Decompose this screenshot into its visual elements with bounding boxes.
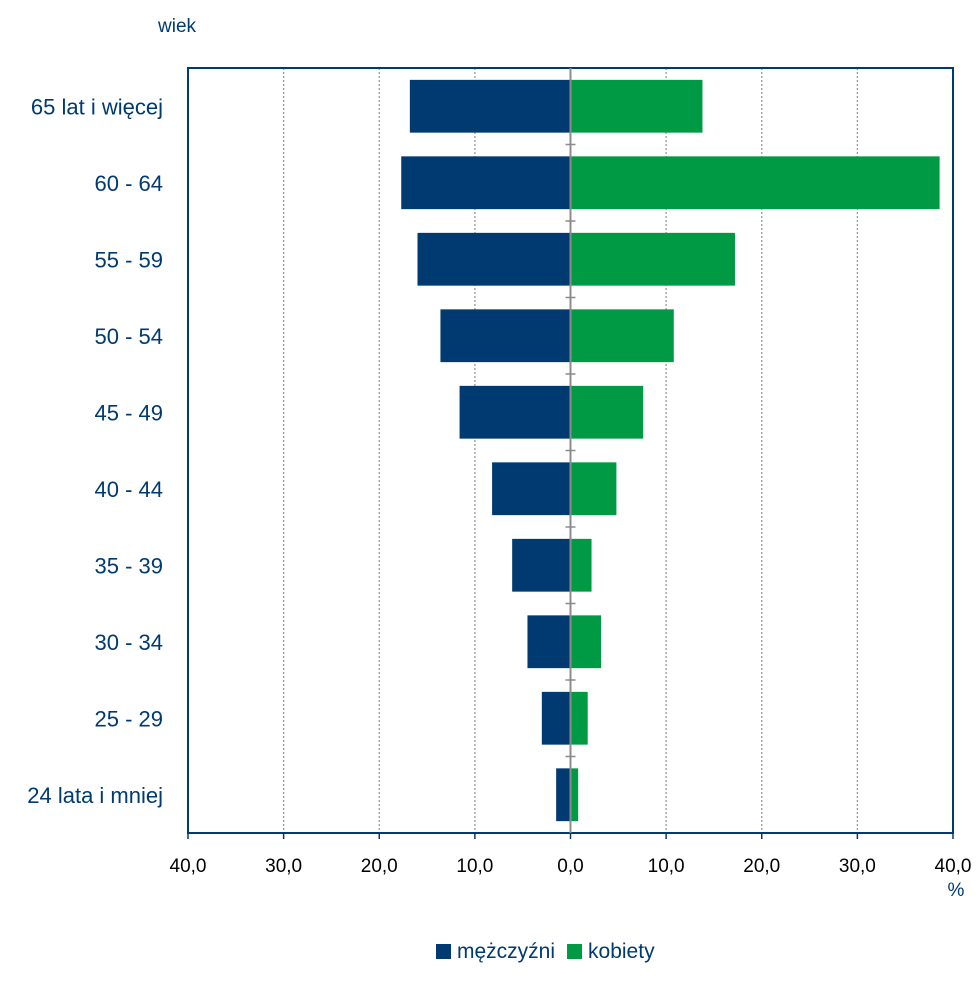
category-label: 65 lat i więcej: [31, 94, 163, 119]
bars: [401, 79, 940, 822]
bar-men-3: [440, 309, 571, 363]
bar-women-4: [570, 385, 644, 439]
x-tick-labels: 40,0 30,0 20,0 10,0 0,0 10,0 20,0 30,0 40,0: [170, 856, 972, 877]
x-tick-label: 0,0: [557, 856, 583, 877]
bar-women-2: [570, 232, 735, 286]
category-labels: 65 lat i więcej 60 - 64 55 - 59 50 - 54 45 -…: [27, 94, 163, 808]
bar-women-7: [570, 615, 602, 669]
category-label: 40 - 44: [95, 477, 164, 502]
bar-women-5: [570, 462, 617, 516]
legend-swatch: [436, 944, 451, 959]
x-tick-label: 40,0: [935, 856, 972, 877]
bar-women-0: [570, 79, 703, 133]
bar-men-1: [401, 156, 571, 210]
category-label: 55 - 59: [95, 247, 164, 272]
x-tick-label: 30,0: [265, 856, 302, 877]
bar-women-8: [570, 691, 588, 745]
category-label: 35 - 39: [95, 553, 164, 578]
category-label: 50 - 54: [95, 324, 164, 349]
bar-men-5: [492, 462, 571, 516]
bar-men-2: [417, 232, 571, 286]
bar-men-7: [527, 615, 571, 669]
bar-men-4: [459, 385, 571, 439]
x-tick-label: 10,0: [456, 856, 493, 877]
x-tick-label: 20,0: [743, 856, 780, 877]
category-label: 60 - 64: [95, 171, 164, 196]
bar-women-9: [570, 768, 579, 822]
category-label: 30 - 34: [95, 630, 164, 655]
gridlines: [282, 68, 859, 833]
bar-men-9: [556, 768, 571, 822]
y-axis-title: wiek: [157, 16, 197, 37]
x-tick-label: 40,0: [170, 856, 207, 877]
bar-men-8: [541, 691, 571, 745]
x-axis-unit: %: [948, 880, 965, 901]
bar-men-0: [409, 79, 571, 133]
x-tick-label: 10,0: [648, 856, 685, 877]
bar-women-1: [570, 156, 940, 210]
bar-men-6: [512, 538, 571, 592]
category-label: 45 - 49: [95, 400, 164, 425]
legend-swatch: [567, 944, 583, 959]
bar-women-6: [570, 538, 592, 592]
legend-label: mężczyźni: [457, 940, 555, 963]
axes: [187, 67, 954, 839]
category-label: 24 lata i mniej: [27, 783, 163, 808]
legend: mężczyźni kobiety: [436, 940, 655, 963]
x-tick-label: 20,0: [361, 856, 398, 877]
x-tick-label: 30,0: [839, 856, 876, 877]
category-label: 25 - 29: [95, 706, 164, 731]
bar-women-3: [570, 309, 674, 363]
legend-label: kobiety: [588, 940, 655, 963]
